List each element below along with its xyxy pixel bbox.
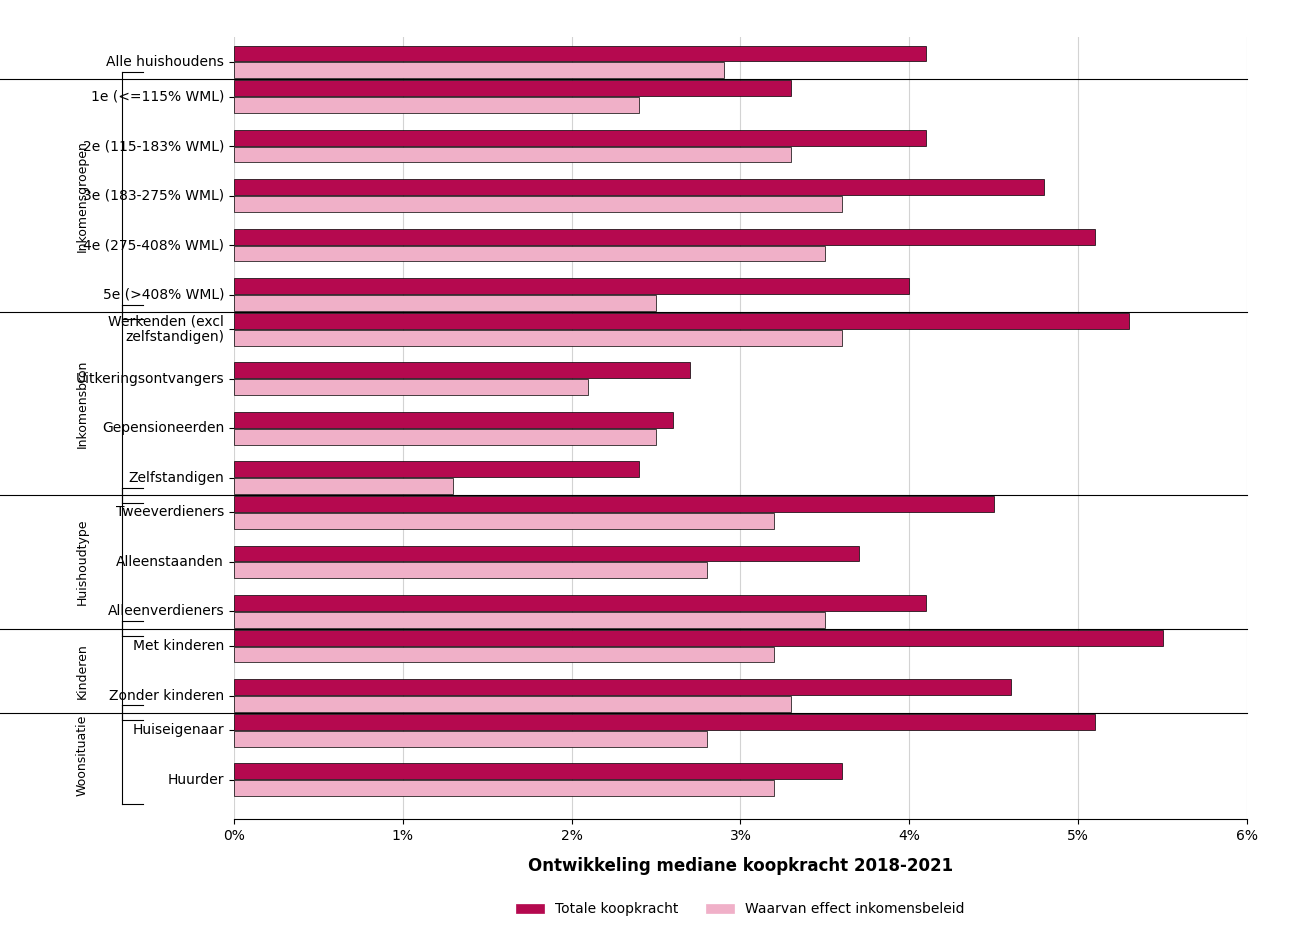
- Bar: [234, 229, 1095, 245]
- X-axis label: Ontwikkeling mediane koopkracht 2018-2021: Ontwikkeling mediane koopkracht 2018-202…: [527, 857, 953, 875]
- Legend: Totale koopkracht, Waarvan effect inkomensbeleid: Totale koopkracht, Waarvan effect inkome…: [511, 897, 970, 922]
- Bar: [234, 780, 774, 796]
- Bar: [234, 97, 639, 113]
- Bar: [234, 629, 1163, 645]
- Bar: [234, 714, 1095, 730]
- Bar: [234, 496, 994, 512]
- Bar: [234, 46, 926, 61]
- Bar: [234, 278, 909, 294]
- Bar: [234, 412, 673, 427]
- Bar: [234, 80, 791, 96]
- Bar: [234, 462, 639, 478]
- Bar: [234, 146, 791, 163]
- Text: Woonsituatie: Woonsituatie: [75, 714, 88, 796]
- Bar: [234, 696, 791, 712]
- Bar: [234, 479, 453, 494]
- Text: Huishoudtype: Huishoudtype: [75, 519, 88, 605]
- Bar: [234, 546, 859, 561]
- Bar: [234, 330, 842, 345]
- Bar: [234, 612, 825, 627]
- Bar: [234, 196, 842, 212]
- Bar: [234, 180, 1044, 196]
- Bar: [234, 429, 656, 445]
- Bar: [234, 362, 690, 378]
- Bar: [234, 646, 774, 662]
- Text: Inkomensbron: Inkomensbron: [75, 359, 88, 448]
- Bar: [234, 562, 707, 578]
- Bar: [234, 246, 825, 262]
- Bar: [234, 595, 926, 611]
- Bar: [234, 379, 588, 395]
- Bar: [234, 129, 926, 145]
- Bar: [234, 763, 842, 779]
- Text: Inkomensgroepen: Inkomensgroepen: [75, 140, 88, 251]
- Text: Kinderen: Kinderen: [75, 643, 88, 698]
- Bar: [234, 680, 1011, 695]
- Bar: [234, 513, 774, 529]
- Bar: [234, 731, 707, 747]
- Bar: [234, 295, 656, 311]
- Bar: [234, 62, 724, 78]
- Bar: [234, 313, 1129, 329]
